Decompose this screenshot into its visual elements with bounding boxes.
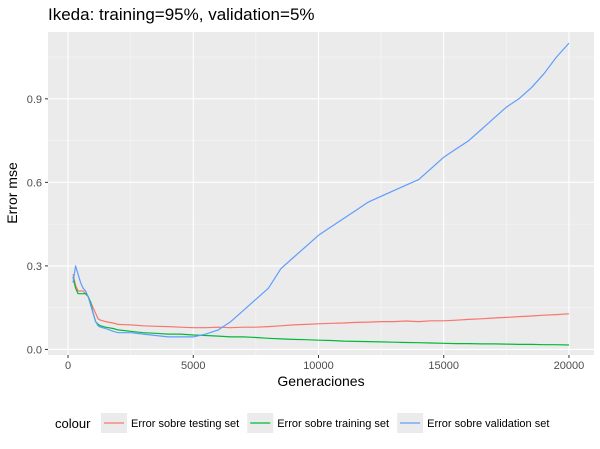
legend-label: Error sobre training set xyxy=(277,418,389,430)
legend: colour Error sobre testing set Error sobr… xyxy=(55,413,549,433)
legend-item-error-sobre-validation-set: Error sobre validation set xyxy=(397,413,549,433)
x-tick-label: 5000 xyxy=(181,360,205,372)
series-line-error-sobre-validation-set xyxy=(72,42,570,338)
y-axis-title: Error mse xyxy=(4,162,20,224)
x-axis-ticks: 0 5000 10000 15000 20000 xyxy=(65,355,584,372)
y-tick-label: 0.9 xyxy=(27,94,42,106)
y-tick-label: 0.6 xyxy=(27,177,42,189)
x-tick-label: 0 xyxy=(65,360,71,372)
legend-label: Error sobre validation set xyxy=(427,418,549,430)
y-axis-ticks: 0.0 0.3 0.6 0.9 xyxy=(27,94,48,356)
major-gridlines xyxy=(48,32,594,355)
plot-panel xyxy=(48,32,594,355)
x-tick-label: 20000 xyxy=(554,360,585,372)
legend-item-error-sobre-testing-set: Error sobre testing set xyxy=(101,413,239,433)
legend-title: colour xyxy=(55,416,91,431)
chart-title: Ikeda: training=95%, validation=5% xyxy=(48,5,315,24)
y-tick-label: 0.0 xyxy=(27,344,42,356)
series-line-error-sobre-testing-set xyxy=(72,274,570,329)
x-axis-title: Generaciones xyxy=(277,373,364,389)
minor-gridlines xyxy=(48,32,594,355)
legend-item-error-sobre-training-set: Error sobre training set xyxy=(247,413,389,433)
y-tick-label: 0.3 xyxy=(27,261,42,273)
legend-label: Error sobre testing set xyxy=(131,418,239,430)
series-lines xyxy=(72,42,570,346)
x-tick-label: 15000 xyxy=(428,360,459,372)
x-tick-label: 10000 xyxy=(303,360,334,372)
